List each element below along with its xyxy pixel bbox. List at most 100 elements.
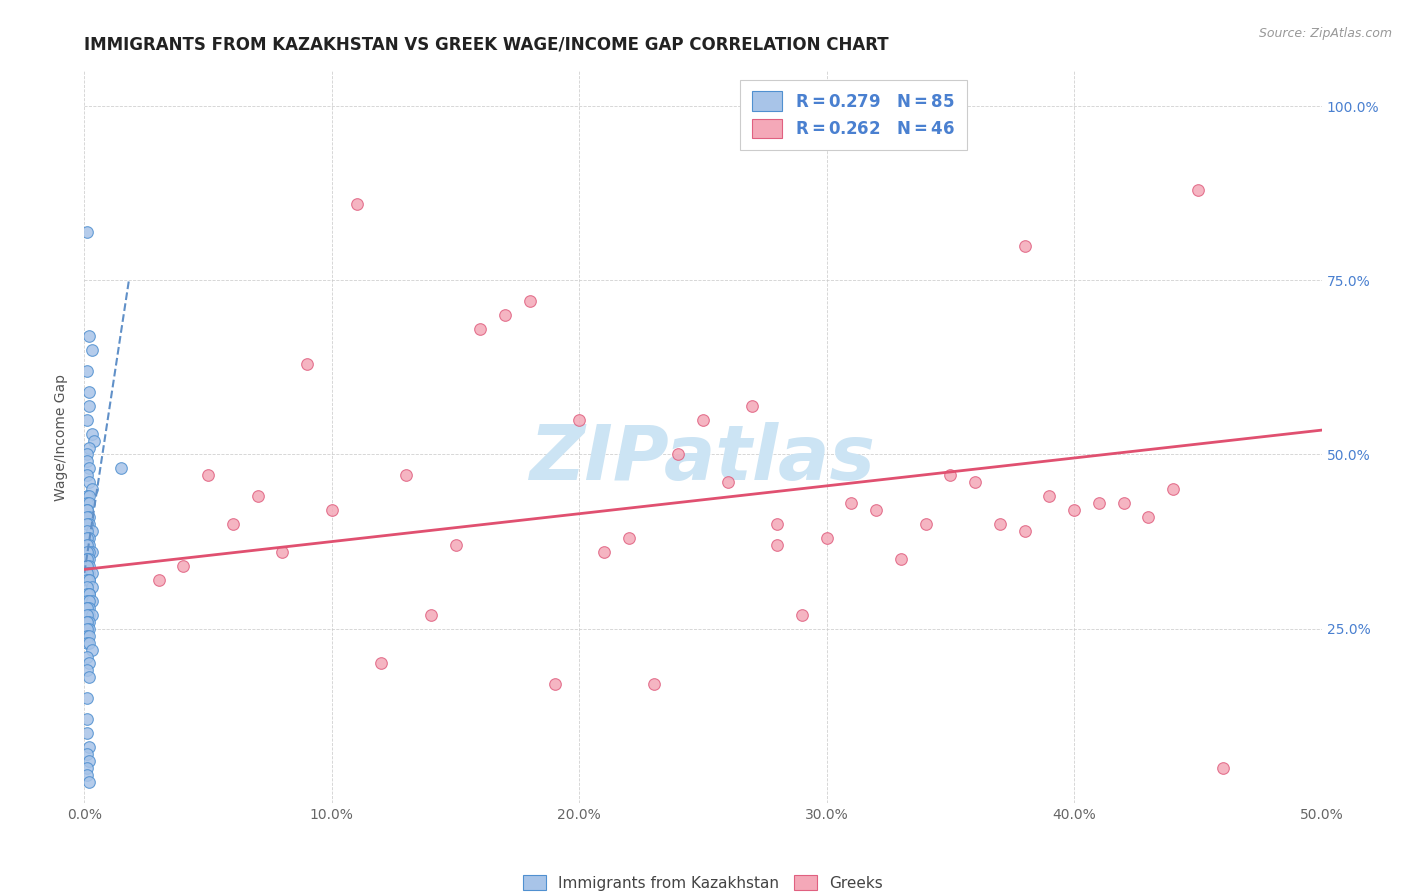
Point — [76, 364, 98, 378]
Point — [76, 615, 98, 629]
Point — [80, 426, 103, 441]
Point — [80, 483, 103, 497]
Point — [76, 726, 98, 740]
Text: ZIPatlas: ZIPatlas — [530, 422, 876, 496]
Point — [79, 461, 101, 475]
Point — [890, 552, 912, 566]
Point — [519, 294, 541, 309]
Point — [76, 489, 98, 503]
Point — [76, 468, 98, 483]
Point — [76, 225, 98, 239]
Point — [1212, 761, 1234, 775]
Point — [76, 503, 98, 517]
Point — [76, 566, 98, 580]
Point — [79, 510, 101, 524]
Point — [79, 531, 101, 545]
Point — [79, 587, 101, 601]
Point — [76, 607, 98, 622]
Point — [593, 545, 616, 559]
Point — [76, 412, 98, 426]
Point — [76, 594, 98, 608]
Point — [692, 412, 714, 426]
Point — [79, 399, 101, 413]
Point — [79, 573, 101, 587]
Point — [741, 399, 763, 413]
Point — [76, 747, 98, 761]
Point — [76, 768, 98, 782]
Point — [79, 740, 101, 755]
Point — [222, 517, 245, 532]
Point — [76, 573, 98, 587]
Point — [1088, 496, 1111, 510]
Point — [76, 580, 98, 594]
Point — [79, 517, 101, 532]
Point — [76, 510, 98, 524]
Point — [76, 448, 98, 462]
Point — [841, 496, 863, 510]
Point — [543, 677, 565, 691]
Point — [80, 580, 103, 594]
Point — [76, 600, 98, 615]
Point — [914, 517, 936, 532]
Point — [76, 552, 98, 566]
Point — [172, 558, 194, 573]
Point — [865, 503, 887, 517]
Point — [790, 607, 813, 622]
Point — [568, 412, 591, 426]
Point — [76, 622, 98, 636]
Point — [76, 454, 98, 468]
Point — [76, 629, 98, 643]
Point — [1063, 503, 1085, 517]
Point — [79, 475, 101, 490]
Point — [271, 545, 294, 559]
Point — [76, 649, 98, 664]
Point — [76, 587, 98, 601]
Point — [470, 322, 492, 336]
Point — [76, 538, 98, 552]
Point — [76, 600, 98, 615]
Point — [76, 517, 98, 532]
Point — [79, 587, 101, 601]
Point — [76, 558, 98, 573]
Point — [1112, 496, 1135, 510]
Point — [79, 615, 101, 629]
Point — [1187, 183, 1209, 197]
Y-axis label: Wage/Income Gap: Wage/Income Gap — [55, 374, 69, 500]
Point — [76, 712, 98, 726]
Point — [76, 761, 98, 775]
Point — [965, 475, 987, 490]
Legend: Immigrants from Kazakhstan, Greeks: Immigrants from Kazakhstan, Greeks — [517, 869, 889, 892]
Point — [939, 468, 962, 483]
Point — [815, 531, 838, 545]
Point — [666, 448, 689, 462]
Point — [79, 441, 101, 455]
Point — [370, 657, 392, 671]
Point — [148, 573, 170, 587]
Point — [76, 531, 98, 545]
Point — [79, 657, 101, 671]
Point — [79, 600, 101, 615]
Point — [76, 552, 98, 566]
Point — [395, 468, 418, 483]
Point — [444, 538, 467, 552]
Point — [80, 524, 103, 538]
Point — [76, 524, 98, 538]
Point — [197, 468, 219, 483]
Point — [988, 517, 1011, 532]
Point — [76, 691, 98, 706]
Point — [246, 489, 269, 503]
Point — [617, 531, 640, 545]
Point — [79, 573, 101, 587]
Point — [110, 461, 132, 475]
Point — [79, 489, 101, 503]
Point — [76, 503, 98, 517]
Point — [79, 622, 101, 636]
Point — [1161, 483, 1184, 497]
Point — [83, 434, 105, 448]
Point — [80, 607, 103, 622]
Point — [79, 775, 101, 789]
Point — [1038, 489, 1060, 503]
Point — [76, 545, 98, 559]
Point — [79, 384, 101, 399]
Text: Source: ZipAtlas.com: Source: ZipAtlas.com — [1258, 27, 1392, 40]
